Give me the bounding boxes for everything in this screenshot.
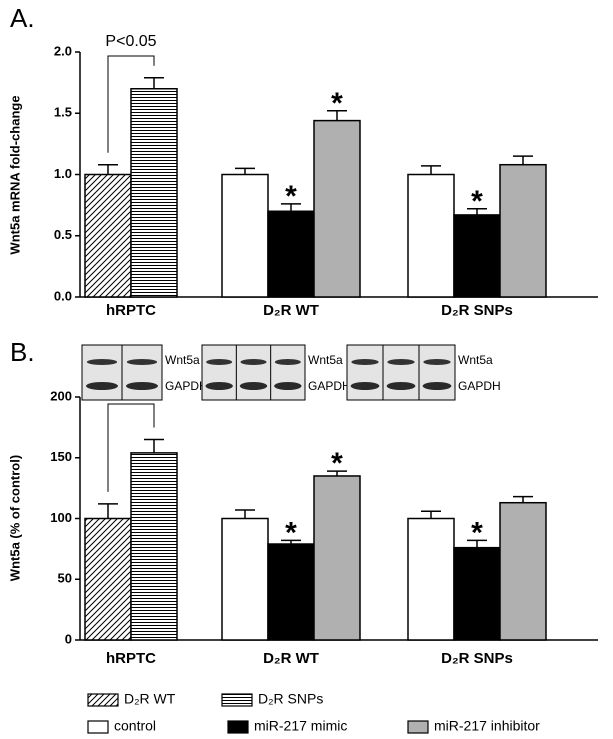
significance-star: *: [331, 447, 343, 480]
significance-bracket: [107, 55, 155, 153]
bar: [407, 517, 455, 641]
error-bar: [98, 503, 118, 519]
significance-star: *: [471, 516, 483, 549]
bar: [499, 163, 547, 298]
y-tick-label: 150: [50, 449, 72, 464]
legend-label: D₂R SNPs: [258, 691, 323, 707]
bar: [84, 173, 132, 298]
panel-label: B.: [10, 337, 35, 367]
bar: [453, 214, 501, 298]
bar: [221, 173, 269, 298]
bar: [267, 543, 315, 641]
bar: [407, 173, 455, 298]
y-tick-label: 0.0: [54, 288, 72, 303]
bar: [221, 517, 269, 641]
blot-image: [346, 344, 456, 401]
blot-band: [86, 359, 118, 365]
blot-band: [386, 382, 416, 390]
bar: [130, 88, 178, 298]
legend-label: D₂R WT: [124, 691, 176, 707]
bar: [499, 501, 547, 641]
error-bar: [281, 539, 301, 545]
error-bar: [98, 163, 118, 175]
y-axis-title: Wnt5a mRNA fold-change: [7, 95, 22, 254]
y-tick-label: 100: [50, 510, 72, 525]
legend-swatch: [407, 720, 429, 734]
blot-band: [206, 359, 233, 365]
blot-band: [239, 382, 268, 390]
y-tick-label: 1.0: [54, 166, 72, 181]
blot-band: [86, 382, 118, 390]
bar: [267, 210, 315, 298]
blot-band: [205, 382, 233, 390]
error-bar: [467, 208, 487, 215]
blot-band: [274, 382, 302, 390]
x-tick-label: hRPTC: [106, 302, 156, 319]
legend-swatch: [221, 693, 253, 707]
bar: [130, 452, 178, 641]
blot-band: [126, 382, 158, 390]
error-bar: [281, 203, 301, 212]
blot-label: GAPDH: [308, 379, 351, 393]
significance-star: *: [331, 87, 343, 120]
significance-bracket: [107, 403, 155, 492]
bar: [313, 119, 361, 298]
blot-band: [387, 359, 415, 365]
bar: [84, 517, 132, 641]
bracket-label: P<0.05: [105, 33, 156, 50]
x-tick-label: D₂R WT: [263, 650, 319, 667]
error-bar: [235, 509, 255, 519]
y-axis-title: Wnt5a (% of control): [7, 455, 22, 581]
blot-band: [422, 382, 452, 390]
x-tick-label: D₂R SNPs: [441, 302, 513, 319]
error-bar: [327, 470, 347, 476]
legend-swatch: [227, 720, 249, 734]
error-bar: [327, 110, 347, 121]
blot-label: GAPDH: [458, 379, 501, 393]
blot-band: [350, 382, 380, 390]
y-tick-label: 50: [58, 571, 72, 586]
legend-swatch: [87, 693, 119, 707]
error-bar: [421, 165, 441, 175]
y-tick-label: 2.0: [54, 43, 72, 58]
legend-label: control: [114, 718, 156, 734]
error-bar: [421, 510, 441, 519]
error-bar: [513, 155, 533, 165]
blot-label: GAPDH: [165, 379, 208, 393]
error-bar: [467, 539, 487, 548]
blot-label: Wnt5a: [458, 353, 493, 367]
blot-band: [240, 359, 267, 365]
blot-band: [126, 359, 158, 365]
legend-swatch: [87, 720, 109, 734]
blot-label: Wnt5a: [165, 353, 200, 367]
blot-band: [274, 359, 301, 365]
bar: [453, 546, 501, 641]
blot-label: Wnt5a: [308, 353, 343, 367]
y-tick-label: 0.5: [54, 227, 72, 242]
x-tick-label: hRPTC: [106, 650, 156, 667]
error-bar: [235, 167, 255, 175]
x-tick-label: D₂R SNPs: [441, 650, 513, 667]
significance-star: *: [285, 180, 297, 213]
error-bar: [144, 76, 164, 89]
panel-label: A.: [10, 3, 35, 33]
error-bar: [144, 438, 164, 453]
blot-band: [423, 359, 451, 365]
y-tick-label: 200: [50, 388, 72, 403]
y-tick-label: 0: [65, 631, 72, 646]
significance-star: *: [285, 516, 297, 549]
x-tick-label: D₂R WT: [263, 302, 319, 319]
blot-band: [351, 359, 379, 365]
legend-label: miR-217 mimic: [254, 718, 347, 734]
legend-label: miR-217 inhibitor: [434, 718, 540, 734]
bar: [313, 475, 361, 641]
blot-image: [201, 344, 306, 401]
significance-star: *: [471, 185, 483, 218]
y-tick-label: 1.5: [54, 105, 72, 120]
error-bar: [513, 495, 533, 503]
